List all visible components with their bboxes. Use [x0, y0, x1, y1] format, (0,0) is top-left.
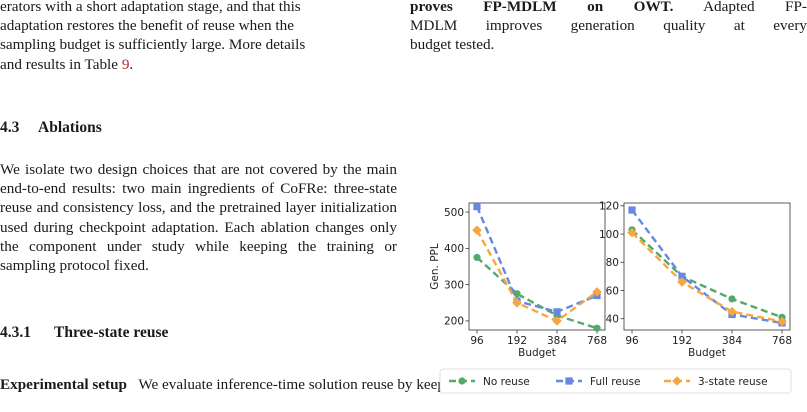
data-point: [728, 310, 736, 319]
x-axis-label: Budget: [688, 347, 726, 359]
data-point: [553, 308, 561, 316]
series-line: [475, 229, 598, 323]
caption-line: MDLM improves generation quality at ever…: [410, 17, 807, 35]
x-tick-label: 96: [625, 335, 639, 347]
series-line: [631, 209, 783, 325]
legend-label: 3-state reuse: [698, 376, 768, 388]
subsection-heading: 4.3.1 Three-state reuse: [0, 323, 168, 342]
data-point: [728, 295, 736, 303]
subsection-title: Three-state reuse: [54, 324, 169, 341]
chart-panel-1: 200 300 400 500 96 192 384 768 Budget Gen. PPL: [429, 202, 607, 359]
data-point: [593, 291, 601, 300]
series-full-reuse: [628, 206, 786, 327]
subsection-number: 4.3.1: [0, 324, 31, 341]
data-point: [778, 313, 786, 321]
y-tick-label: 40: [606, 314, 619, 326]
series-full-reuse: [473, 203, 601, 316]
ablation-paragraph: We isolate two design choices that are n…: [0, 161, 397, 275]
series-3-state-reuse: [472, 225, 602, 326]
intro-paragraph: erators with a short adaptation stage, a…: [0, 0, 397, 74]
data-point: [472, 225, 482, 236]
series-line: [476, 256, 598, 330]
legend-marker: [672, 376, 682, 386]
plot-area-frame: [468, 202, 606, 331]
figure-caption: proves FP-MDLM on OWT. Adapted FP- MDLM …: [410, 0, 807, 55]
data-point: [513, 290, 521, 298]
data-point: [628, 206, 636, 214]
x-tick-label: 768: [772, 335, 792, 347]
caption-line: proves FP-MDLM on OWT. Adapted FP-: [410, 0, 807, 16]
table-reference-link[interactable]: 9: [121, 55, 130, 73]
series-no-reuse: [473, 253, 601, 332]
data-point: [512, 297, 522, 308]
series-line: [631, 231, 783, 323]
y-tick-label: 60: [606, 285, 619, 297]
intro-line-text: and results in Table: [0, 55, 122, 73]
intro-line: sampling budget is sufficiently large. M…: [0, 36, 306, 54]
y-tick-label: 500: [444, 207, 464, 219]
data-point: [777, 316, 787, 327]
series-line: [475, 206, 598, 314]
y-tick-label: 400: [444, 243, 464, 255]
x-axis-label: Budget: [518, 347, 556, 359]
data-point: [677, 277, 687, 287]
data-point: [473, 203, 481, 211]
caption-line: budget tested.: [410, 36, 495, 54]
y-tick-label: 80: [606, 257, 619, 269]
plot-area-frame: [623, 202, 791, 331]
series-line: [631, 228, 783, 319]
caption-text: Adapted FP-: [673, 0, 807, 15]
x-tick-label: 768: [587, 335, 607, 347]
data-point: [473, 253, 481, 262]
data-point: [628, 226, 636, 234]
data-point: [678, 272, 686, 280]
intro-line: adaptation restores the benefit of reuse…: [0, 17, 294, 35]
x-tick-label: 384: [722, 335, 742, 347]
data-point: [553, 311, 561, 320]
data-point: [552, 316, 562, 326]
series-no-reuse: [628, 226, 786, 321]
x-tick-label: 192: [507, 335, 527, 347]
section-heading: 4.3 Ablations: [0, 118, 102, 137]
data-point: [727, 306, 737, 317]
y-axis-label: Gen. PPL: [429, 243, 441, 290]
legend-item: 3-state reuse: [664, 376, 768, 388]
y-tick-label: 300: [444, 279, 464, 291]
intro-line: erators with a short adaptation stage, a…: [0, 0, 301, 15]
x-tick-label: 96: [470, 335, 484, 347]
data-point: [592, 287, 602, 297]
data-point: [678, 272, 686, 280]
chart-panel-2: 40 60 80 100 120 96 192 384 768 Budget: [599, 201, 792, 359]
y-tick-label: 200: [444, 316, 464, 328]
intro-line: and results in Table 9.: [0, 55, 397, 74]
x-tick-label: 192: [672, 335, 692, 347]
data-point: [627, 227, 637, 238]
data-point: [593, 324, 601, 332]
data-point: [778, 319, 786, 327]
y-tick-label: 120: [599, 201, 619, 213]
x-tick-label: 384: [547, 335, 567, 347]
caption-bold: proves FP-MDLM on OWT.: [410, 0, 674, 15]
section-title: Ablations: [38, 119, 102, 136]
experimental-setup-paragraph: Experimental setup We evaluate inference…: [0, 375, 604, 394]
y-tick-label: 100: [599, 229, 619, 241]
experimental-setup-text: We evaluate inference-time solution reus…: [138, 376, 605, 393]
data-point: [513, 297, 521, 305]
section-number: 4.3: [0, 119, 20, 136]
intro-period: .: [129, 55, 134, 73]
series-3-state-reuse: [627, 227, 787, 327]
experimental-setup-label: Experimental setup: [0, 376, 127, 393]
